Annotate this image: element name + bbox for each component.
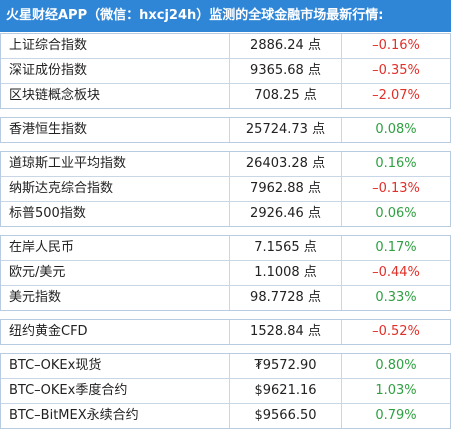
row-group: 在岸人民币 7.1565 点 0.17% 欧元/美元 1.1008 点 –0.44% 美元指… <box>0 235 451 311</box>
table-row: 美元指数 98.7728 点 0.33% <box>1 285 450 310</box>
table-row: BTC–BitMEX永续合约 $9566.50 0.79% <box>1 403 450 428</box>
market-name: BTC–BitMEX永续合约 <box>1 404 230 428</box>
market-value: 1528.84 点 <box>230 320 342 344</box>
market-value: ₮9572.90 <box>230 354 342 378</box>
market-value: $9566.50 <box>230 404 342 428</box>
change-percent: –0.35% <box>372 63 420 78</box>
change-percent: 0.33% <box>375 290 417 305</box>
market-name: 上证综合指数 <box>1 34 230 58</box>
change-percent: –0.16% <box>372 38 420 53</box>
table-row: 上证综合指数 2886.24 点 –0.16% <box>1 34 450 58</box>
change-percent: 0.16% <box>375 156 417 171</box>
change-percent: –0.13% <box>372 181 420 196</box>
change-percent: –0.44% <box>372 265 420 280</box>
market-value: 98.7728 点 <box>230 286 342 310</box>
change-percent: –0.52% <box>372 324 420 339</box>
market-name: 欧元/美元 <box>1 261 230 285</box>
table-row: 在岸人民币 7.1565 点 0.17% <box>1 236 450 260</box>
table-row: 道琼斯工业平均指数 26403.28 点 0.16% <box>1 152 450 176</box>
market-value: 9365.68 点 <box>230 59 342 83</box>
change-percent: 0.06% <box>375 206 417 221</box>
market-name: 美元指数 <box>1 286 230 310</box>
table-row: 纳斯达克综合指数 7962.88 点 –0.13% <box>1 176 450 201</box>
change-percent: 0.80% <box>375 358 417 373</box>
market-value: $9621.16 <box>230 379 342 403</box>
table-row: 纽约黄金CFD 1528.84 点 –0.52% <box>1 320 450 344</box>
market-value: 1.1008 点 <box>230 261 342 285</box>
table-row: 区块链概念板块 708.25 点 –2.07% <box>1 83 450 108</box>
market-value: 2886.24 点 <box>230 34 342 58</box>
change-percent: 0.17% <box>375 240 417 255</box>
header-title: 火星财经APP（微信：hxcj24h）监测的全球金融市场最新行情: <box>0 0 451 32</box>
change-percent: 0.08% <box>375 122 417 137</box>
market-value: 708.25 点 <box>230 84 342 108</box>
market-name: 香港恒生指数 <box>1 118 230 142</box>
market-name: 在岸人民币 <box>1 236 230 260</box>
market-name: 纽约黄金CFD <box>1 320 230 344</box>
table-row: 香港恒生指数 25724.73 点 0.08% <box>1 118 450 142</box>
table-row: 标普500指数 2926.46 点 0.06% <box>1 201 450 226</box>
market-name: 纳斯达克综合指数 <box>1 177 230 201</box>
market-name: 区块链概念板块 <box>1 84 230 108</box>
market-name: BTC–OKEx现货 <box>1 354 230 378</box>
row-group: 香港恒生指数 25724.73 点 0.08% <box>0 117 451 143</box>
change-percent: 1.03% <box>375 383 417 398</box>
market-name: 道琼斯工业平均指数 <box>1 152 230 176</box>
market-value: 2926.46 点 <box>230 202 342 226</box>
market-value: 7962.88 点 <box>230 177 342 201</box>
table-row: BTC–OKEx季度合约 $9621.16 1.03% <box>1 378 450 403</box>
table-row: 欧元/美元 1.1008 点 –0.44% <box>1 260 450 285</box>
market-name: 深证成份指数 <box>1 59 230 83</box>
market-value: 26403.28 点 <box>230 152 342 176</box>
table-row: 深证成份指数 9365.68 点 –0.35% <box>1 58 450 83</box>
row-group: 纽约黄金CFD 1528.84 点 –0.52% <box>0 319 451 345</box>
market-value: 7.1565 点 <box>230 236 342 260</box>
market-name: 标普500指数 <box>1 202 230 226</box>
market-table: 上证综合指数 2886.24 点 –0.16% 深证成份指数 9365.68 点 –0.3… <box>0 33 451 429</box>
market-name: BTC–OKEx季度合约 <box>1 379 230 403</box>
row-group: 道琼斯工业平均指数 26403.28 点 0.16% 纳斯达克综合指数 7962.88 … <box>0 151 451 227</box>
market-value: 25724.73 点 <box>230 118 342 142</box>
row-group: BTC–OKEx现货 ₮9572.90 0.80% BTC–OKEx季度合约 $9621… <box>0 353 451 429</box>
row-group: 上证综合指数 2886.24 点 –0.16% 深证成份指数 9365.68 点 –0.3… <box>0 33 451 109</box>
table-row: BTC–OKEx现货 ₮9572.90 0.80% <box>1 354 450 378</box>
change-percent: 0.79% <box>375 408 417 423</box>
change-percent: –2.07% <box>372 88 420 103</box>
